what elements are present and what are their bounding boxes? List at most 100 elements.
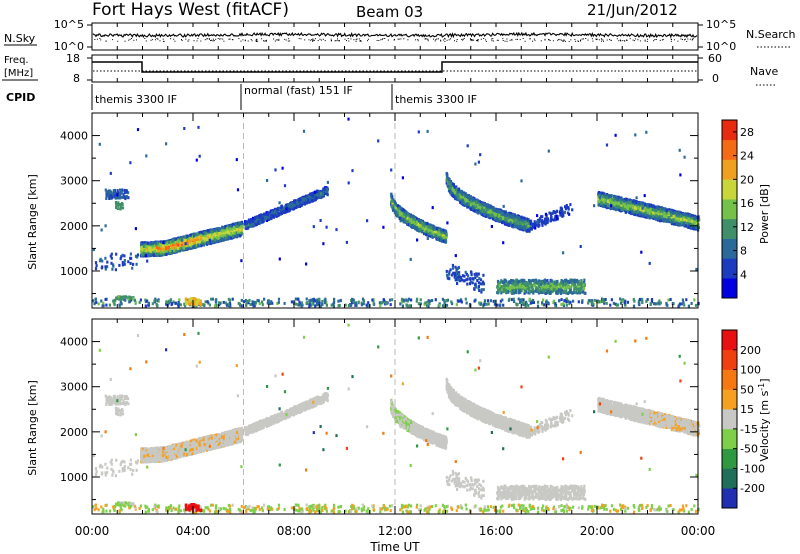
noise-search-dot xyxy=(384,38,386,39)
power-point xyxy=(187,243,190,247)
power-point xyxy=(156,252,159,256)
power-point xyxy=(186,242,189,245)
power-point xyxy=(206,241,209,245)
noise-search-dot xyxy=(691,39,693,41)
noise-line xyxy=(92,31,698,39)
noise-search-dot xyxy=(654,39,656,41)
noise-search-dot xyxy=(255,40,257,42)
cpid-segment-3: themis 3300 IF xyxy=(395,93,477,106)
noise-search-dot xyxy=(680,38,682,40)
noise-right-tick-top: 10^5 xyxy=(706,18,736,31)
noise-search-dot xyxy=(313,40,315,41)
noise-search-dot xyxy=(382,38,384,40)
noise-search-dot xyxy=(130,38,132,39)
noise-search-dot xyxy=(222,38,224,40)
power-point xyxy=(298,199,301,203)
power-point xyxy=(397,207,400,211)
noise-search-dot xyxy=(662,39,664,41)
noise-search-dot xyxy=(682,38,683,40)
power-point xyxy=(406,219,409,223)
power-point xyxy=(180,247,183,251)
power-point xyxy=(197,243,200,247)
noise-search-dot xyxy=(256,41,258,42)
noise-search-dot xyxy=(502,40,504,41)
power-point xyxy=(151,248,154,252)
noise-search-dot xyxy=(470,38,471,40)
noise-search-dot xyxy=(367,40,368,42)
noise-search-dot xyxy=(444,38,445,40)
noise-search-dot xyxy=(162,38,164,40)
power-point xyxy=(426,221,429,225)
noise-search-dot xyxy=(511,39,513,40)
noise-search-dot xyxy=(263,40,265,42)
noise-search-dot xyxy=(275,39,277,41)
power-point xyxy=(252,220,255,224)
noise-search-dot xyxy=(196,40,198,42)
noise-search-dot xyxy=(348,40,350,42)
noise-search-dot xyxy=(580,39,582,41)
noise-search-dot xyxy=(154,39,156,41)
power-point xyxy=(158,244,161,248)
noise-search-dot xyxy=(635,38,637,40)
noise-search-dot xyxy=(359,40,361,42)
power-point xyxy=(219,229,222,232)
noise-search-dot xyxy=(454,40,455,42)
power-point xyxy=(280,205,283,209)
power-point xyxy=(141,241,144,245)
power-point xyxy=(265,216,268,220)
power-point xyxy=(235,228,238,232)
noise-search-dot xyxy=(559,39,561,41)
noise-search-dot xyxy=(673,39,675,41)
power-point xyxy=(217,237,220,240)
noise-search-dot xyxy=(210,40,212,41)
power-point xyxy=(114,196,117,200)
noise-search-dot xyxy=(574,40,576,42)
noise-search-dot xyxy=(181,39,182,40)
noise-search-dot xyxy=(517,38,518,40)
power-point xyxy=(239,231,242,235)
power-point xyxy=(147,249,150,253)
power-point xyxy=(415,220,418,224)
power-point xyxy=(322,191,325,195)
noise-search-dot xyxy=(238,38,240,40)
noise-search-dot xyxy=(472,39,474,41)
power-point xyxy=(212,230,215,234)
power-point xyxy=(233,234,236,238)
noise-search-dot xyxy=(437,38,439,40)
noise-search-dot xyxy=(435,39,437,41)
power-point xyxy=(274,214,277,218)
power-point xyxy=(184,239,187,243)
power-point xyxy=(215,227,218,231)
noise-search-dot xyxy=(344,38,346,40)
power-point xyxy=(280,210,283,214)
noise-search-dot xyxy=(434,40,436,42)
noise-search-dot xyxy=(563,40,565,42)
noise-search-dot xyxy=(393,39,395,41)
noise-search-dot xyxy=(629,38,631,40)
freq-right-tick-bottom: 0 xyxy=(712,72,719,85)
noise-search-dot xyxy=(197,38,199,40)
freq-line xyxy=(92,61,698,73)
power-point xyxy=(110,191,113,194)
power-point xyxy=(235,234,238,238)
power-point xyxy=(203,234,206,238)
power-point xyxy=(186,234,189,238)
power-point xyxy=(301,197,304,201)
cpid-segment-1: themis 3300 IF xyxy=(95,93,177,106)
power-point xyxy=(143,248,146,252)
power-point xyxy=(442,239,445,243)
noise-search-dot xyxy=(265,40,267,41)
power-point xyxy=(159,250,162,254)
power-point xyxy=(206,229,210,233)
noise-search-dot xyxy=(557,39,559,41)
power-point xyxy=(396,211,399,215)
noise-search-dot xyxy=(659,39,661,41)
power-point xyxy=(112,189,115,193)
noise-search-dot xyxy=(491,38,493,40)
noise-search-dot xyxy=(287,40,289,42)
power-point xyxy=(190,242,193,246)
power-point xyxy=(111,195,114,199)
noise-sky-label: N.Sky xyxy=(4,32,36,45)
noise-search-dot xyxy=(585,38,587,39)
